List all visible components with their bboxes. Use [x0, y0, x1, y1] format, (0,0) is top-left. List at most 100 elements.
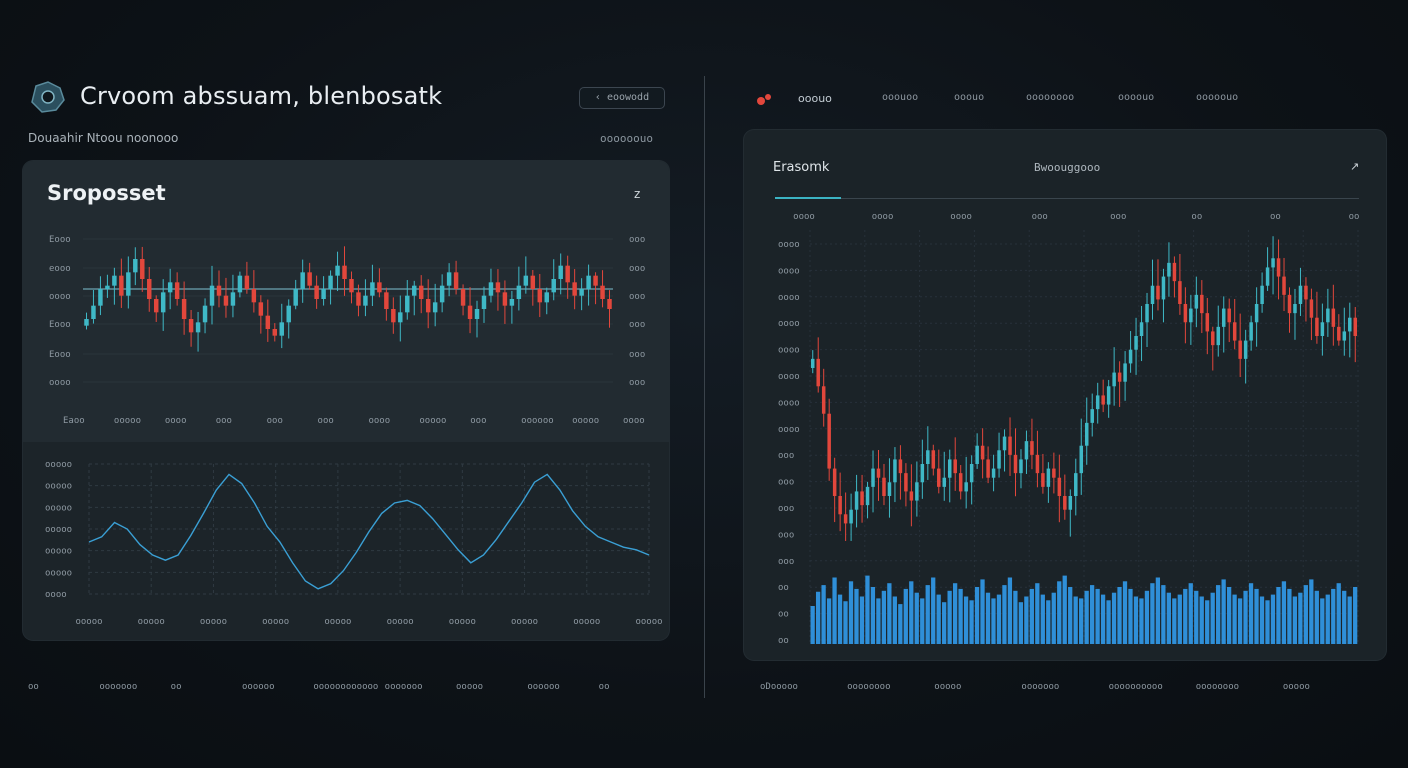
left-candle [391, 309, 396, 323]
right-candle [876, 468, 881, 478]
volume-bar [1331, 588, 1336, 644]
left-y-tick-label-right: ooo [629, 378, 645, 388]
left-candle [147, 279, 152, 299]
volume-bar [1035, 583, 1040, 644]
left-candle [495, 282, 501, 293]
nav-item-2[interactable]: ooouo [954, 92, 985, 103]
line-x-tick-label: ooooo [138, 617, 165, 627]
right-chart-expand-icon[interactable]: ↗ [1350, 160, 1360, 173]
left-candle [537, 289, 543, 303]
footer-right-item: ooooo [934, 682, 962, 692]
left-candle [349, 279, 354, 293]
left-candle [586, 275, 591, 289]
nav-item-5[interactable]: ooooouo [1196, 92, 1239, 103]
right-candle [1068, 496, 1073, 510]
right-candle [1276, 258, 1281, 277]
right-candle [893, 459, 897, 483]
left-candle [216, 285, 222, 296]
volume-bar [1292, 596, 1298, 644]
right-candle [1249, 322, 1253, 341]
right-candle [1326, 308, 1330, 323]
right-candle [1150, 285, 1155, 304]
volume-bar [1013, 590, 1018, 644]
footer-right-item: oooooooooo [1108, 682, 1163, 692]
line-x-tick-label: ooooo [262, 617, 289, 627]
right-x-tick-label: oooo [872, 212, 894, 222]
right-y-tick-label: oooo [778, 240, 800, 250]
volume-bar [952, 583, 958, 644]
right-candle [980, 445, 985, 460]
footer-left-item: oo [28, 682, 39, 692]
nav-item-4[interactable]: oooouo [1118, 92, 1155, 103]
left-candle [516, 285, 522, 299]
volume-bar [1254, 588, 1259, 644]
line-y-tick-label: ooooo [45, 568, 72, 578]
right-chart-subtitle: Bwoouggooo [1034, 161, 1101, 174]
right-candle [1134, 336, 1138, 350]
header-action-button[interactable]: ‹ eoowodd [579, 87, 665, 109]
left-chart-expand-button[interactable]: z [634, 187, 641, 201]
right-candle [860, 491, 864, 506]
left-candle [230, 292, 236, 306]
footer-left-item: oooooooooooo [313, 682, 379, 692]
volume-bar [1248, 583, 1254, 644]
nav-item-1[interactable]: ooouoo [882, 92, 919, 103]
left-candle [244, 275, 250, 289]
right-candle [871, 468, 875, 487]
left-candle [446, 272, 452, 286]
left-y-tick-label: Eooo [49, 235, 71, 245]
left-candle [579, 289, 584, 296]
right-candle [1117, 372, 1122, 382]
left-y-tick-label-right: ooo [629, 264, 645, 274]
volume-bar [1281, 581, 1287, 644]
footer-left-item: oooooo [242, 682, 275, 692]
volume-bar [1205, 600, 1210, 644]
volume-bar [1155, 577, 1161, 644]
left-candle [223, 295, 229, 306]
volume-bar [1150, 583, 1155, 644]
volume-bar [1172, 598, 1177, 644]
volume-bar [1336, 583, 1341, 644]
footer-left-item: ooooooo [99, 682, 138, 692]
right-candle [915, 482, 919, 501]
right-candle [843, 514, 848, 524]
nav-item-active[interactable]: ooouo [798, 92, 832, 105]
left-candle [314, 285, 319, 299]
left-candle [565, 265, 570, 283]
volume-bar [1007, 577, 1013, 644]
right-candle [1178, 281, 1182, 304]
right-candle [1139, 322, 1144, 336]
volume-bar [870, 587, 876, 644]
line-x-tick-label: ooooo [387, 617, 414, 627]
volume-bar [991, 598, 996, 644]
right-x-tick-label: oooo [793, 212, 815, 222]
right-candle [1128, 349, 1133, 364]
footer-left-item: oooooo [527, 682, 560, 692]
left-candle [202, 305, 208, 323]
right-candle [887, 482, 892, 496]
volume-bar [1194, 590, 1199, 644]
right-candle [1238, 340, 1242, 359]
footer-left-item: ooooo [456, 682, 484, 692]
volume-bar [887, 583, 892, 644]
right-candle [1298, 285, 1303, 304]
right-candle [1145, 304, 1149, 323]
right-y-tick-label: oooo [778, 425, 800, 435]
nav-item-3[interactable]: oooooooo [1026, 92, 1075, 103]
volume-bar [876, 598, 881, 644]
right-candle [1265, 267, 1270, 286]
right-candle [1211, 331, 1215, 346]
volume-bar [1276, 587, 1281, 644]
right-candle [997, 450, 1001, 469]
left-candle [474, 309, 480, 319]
right-candle [1200, 294, 1204, 314]
right-candle [1254, 304, 1259, 323]
volume-bar [821, 585, 826, 644]
right-candle [975, 445, 979, 464]
alert-icon[interactable] [754, 92, 776, 106]
right-candle [964, 482, 968, 492]
right-y-tick-label: oooo [778, 372, 800, 382]
volume-bar [942, 602, 947, 644]
right-candle [1287, 294, 1292, 314]
volume-bar [1029, 588, 1034, 644]
